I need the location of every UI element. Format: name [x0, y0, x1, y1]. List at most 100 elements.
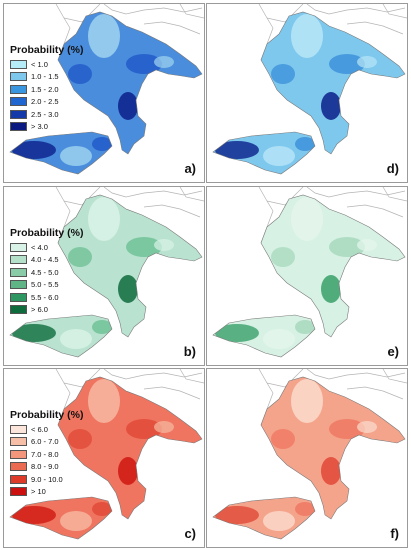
probability-contours — [12, 197, 174, 349]
contour-zone — [295, 502, 315, 516]
coastline — [9, 496, 113, 540]
legend-swatch — [10, 280, 27, 289]
map-south-italy — [212, 187, 407, 358]
legend-swatch — [10, 84, 27, 94]
legend-label: 2.0 - 2.5 — [31, 97, 59, 106]
contour-zone — [329, 237, 365, 257]
legend-item: > 10 — [10, 486, 84, 498]
contour-zone — [263, 511, 295, 531]
legend-label: 7.0 - 8.0 — [31, 449, 59, 459]
region-boundary — [382, 187, 407, 202]
region-boundary — [382, 4, 407, 19]
legend-swatch — [10, 292, 27, 302]
legend-label: < 1.0 — [31, 59, 48, 69]
map-panel-a: Probability (%) < 1.0 1.0 - 1.5 1.5 - 2.… — [3, 3, 205, 183]
legend-label: > 3.0 — [31, 122, 48, 131]
probability-contours — [215, 379, 377, 531]
legend-green: Probability (%) < 4.0 4.0 - 4.5 4.5 - 5.… — [10, 227, 84, 316]
contour-zone — [329, 419, 365, 439]
legend-item: < 4.0 — [10, 241, 84, 253]
legend-item: 2.5 - 3.0 — [10, 108, 84, 120]
map-south-italy — [9, 187, 204, 358]
coastline — [57, 11, 203, 155]
region-boundary — [306, 369, 406, 380]
contour-zone — [118, 275, 138, 303]
legend-item: 5.5 - 6.0 — [10, 291, 84, 303]
contour-zone — [291, 197, 323, 241]
legend-item: 7.0 - 8.0 — [10, 448, 84, 460]
legend-title: Probability (%) — [10, 227, 84, 239]
probability-contours — [215, 197, 377, 349]
legend-item: 2.0 - 2.5 — [10, 96, 84, 108]
legend-swatch — [10, 59, 27, 69]
legend-swatch — [10, 449, 27, 459]
region-boundary — [143, 386, 201, 400]
legend-label: 5.0 - 5.5 — [31, 280, 59, 289]
contour-zone — [92, 137, 112, 151]
region-boundary — [306, 187, 406, 198]
legend-swatch — [10, 72, 27, 81]
legend-item: 9.0 - 10.0 — [10, 473, 84, 485]
contour-zone — [60, 329, 92, 349]
region-boundary — [346, 386, 404, 400]
legend-label: 8.0 - 9.0 — [31, 462, 59, 471]
legend-item: 1.5 - 2.0 — [10, 83, 84, 95]
contour-zone — [154, 239, 174, 251]
contour-zone — [263, 146, 295, 166]
panel-label: a) — [184, 161, 196, 176]
legend-label: 9.0 - 10.0 — [31, 474, 63, 484]
contour-zone — [126, 419, 162, 439]
coastline — [260, 11, 406, 155]
contour-zone — [92, 320, 112, 334]
contour-zone — [12, 324, 56, 342]
legend-label: > 6.0 — [31, 305, 48, 314]
contour-zone — [215, 141, 259, 159]
contour-zone — [271, 64, 295, 84]
legend-label: > 10 — [31, 487, 46, 496]
legend-blue: Probability (%) < 1.0 1.0 - 1.5 1.5 - 2.… — [10, 44, 84, 133]
contour-zone — [88, 14, 120, 58]
legend-item: 8.0 - 9.0 — [10, 461, 84, 473]
region-boundary — [103, 187, 203, 198]
region-boundary — [346, 21, 404, 35]
contour-zone — [92, 502, 112, 516]
map-panel-b: Probability (%) < 4.0 4.0 - 4.5 4.5 - 5.… — [3, 186, 205, 366]
legend-label: 4.5 - 5.0 — [31, 267, 59, 277]
contour-zone — [357, 239, 377, 251]
legend-item: > 6.0 — [10, 304, 84, 316]
legend-swatch — [10, 267, 27, 277]
contour-zone — [88, 197, 120, 241]
map-panel-c: Probability (%) < 6.0 6.0 - 7.0 7.0 - 8.… — [3, 368, 205, 548]
contour-zone — [12, 141, 56, 159]
contour-zone — [60, 511, 92, 531]
map-panel-d: d) — [206, 3, 408, 183]
legend-item: 6.0 - 7.0 — [10, 436, 84, 448]
region-boundary — [143, 21, 201, 35]
coastline — [57, 194, 203, 338]
legend-swatch — [10, 122, 27, 131]
region-boundary — [103, 4, 203, 15]
region-boundary — [103, 369, 203, 380]
map-south-italy — [212, 4, 407, 175]
legend-label: 1.5 - 2.0 — [31, 84, 59, 94]
region-boundary — [179, 369, 204, 384]
legend-item: < 1.0 — [10, 58, 84, 70]
contour-zone — [126, 54, 162, 74]
legend-label: 4.0 - 4.5 — [31, 255, 59, 264]
legend-red: Probability (%) < 6.0 6.0 - 7.0 7.0 - 8.… — [10, 409, 84, 498]
contour-zone — [295, 320, 315, 334]
map-south-italy — [212, 369, 407, 540]
legend-title: Probability (%) — [10, 409, 84, 421]
legend-item: > 3.0 — [10, 121, 84, 133]
contour-zone — [271, 429, 295, 449]
contour-zone — [215, 324, 259, 342]
region-boundary — [179, 187, 204, 202]
contour-zone — [68, 247, 92, 267]
map-south-italy — [9, 4, 204, 175]
contour-zone — [118, 92, 138, 120]
legend-item: 4.5 - 5.0 — [10, 266, 84, 278]
legend-swatch — [10, 242, 27, 252]
contour-zone — [60, 146, 92, 166]
legend-swatch — [10, 255, 27, 264]
